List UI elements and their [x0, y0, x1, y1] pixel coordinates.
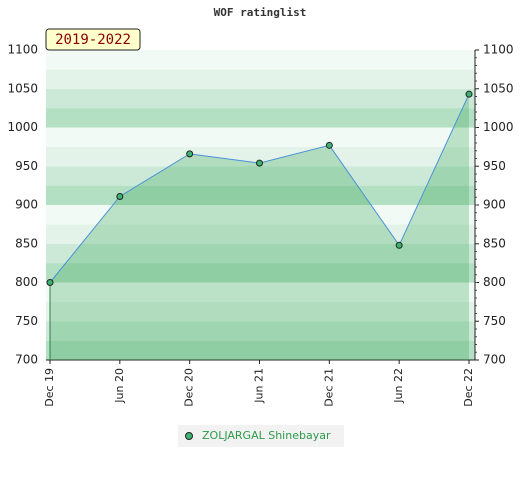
y2-tick-label: 1000 [483, 120, 514, 134]
y2-tick-label: 750 [483, 314, 506, 328]
badge: 2019-2022 [55, 32, 131, 48]
chart-title: WOF ratinglist [214, 6, 307, 19]
band [46, 205, 475, 225]
legend-label: ZOLJARGAL Shinebayar [202, 429, 331, 442]
band [46, 166, 475, 186]
band [46, 340, 475, 360]
band [46, 88, 475, 109]
point [465, 90, 473, 98]
point [395, 241, 403, 249]
y-tick-label: 950 [15, 159, 38, 173]
badge-box [45, 28, 141, 51]
plot-area [46, 50, 475, 360]
band [46, 69, 475, 89]
legend-box [178, 425, 344, 447]
band [46, 127, 475, 147]
x-tick-label: Dec 20 [183, 368, 196, 407]
y2-tick-label: 1050 [483, 81, 514, 95]
point [186, 150, 194, 158]
point [116, 192, 124, 200]
y2-tick-label: 700 [483, 353, 506, 367]
band [46, 224, 475, 244]
x-tick-label: Dec 19 [43, 368, 56, 407]
y2-tick-label: 950 [483, 159, 506, 173]
band [46, 146, 475, 167]
x-tick-label: Jun 22 [392, 368, 405, 404]
point [46, 279, 54, 286]
y-tick-label: 800 [15, 275, 38, 289]
band [46, 243, 475, 264]
x-tick-label: Dec 22 [462, 368, 475, 407]
y2-tick-label: 850 [483, 236, 506, 250]
band [46, 282, 475, 302]
y2-tick-label: 800 [483, 275, 506, 289]
y-tick-label: 1000 [7, 120, 38, 134]
band [46, 301, 475, 322]
y-tick-label: 1050 [7, 81, 38, 95]
legend-marker [185, 432, 193, 440]
band [46, 108, 475, 128]
x-tick-label: Jun 20 [113, 368, 126, 404]
y2-tick-label: 900 [483, 198, 506, 212]
y-tick-label: 750 [15, 314, 38, 328]
y-tick-label: 850 [15, 236, 38, 250]
band [46, 50, 475, 70]
y-tick-label: 900 [15, 198, 38, 212]
point [256, 159, 263, 167]
x-tick-label: Dec 21 [322, 368, 335, 407]
band [46, 321, 475, 341]
y-tick-label: 700 [15, 353, 38, 367]
point [325, 141, 333, 149]
x-tick-label: Jun 21 [253, 368, 266, 404]
area [50, 94, 469, 361]
y2-tick-label: 1100 [483, 43, 514, 57]
y-tick-label: 1100 [7, 43, 38, 57]
band [46, 263, 475, 283]
